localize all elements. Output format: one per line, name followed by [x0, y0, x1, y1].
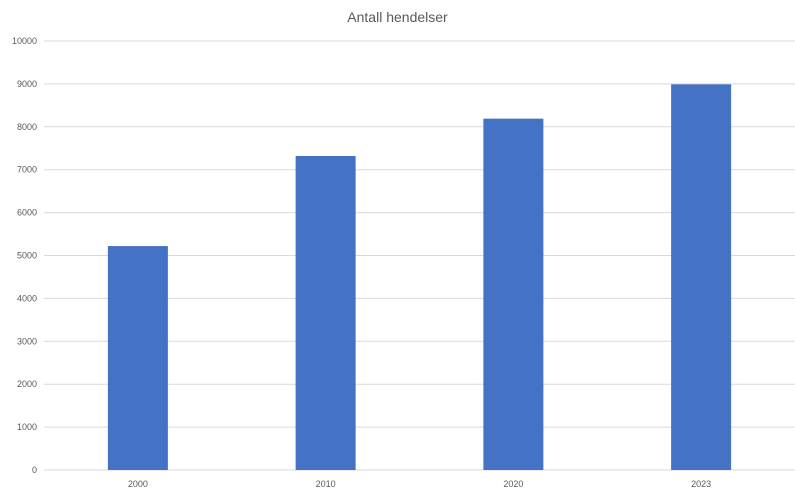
y-tick-label: 0 [32, 465, 37, 475]
chart-title: Antall hendelser [347, 9, 448, 25]
y-tick-label: 9000 [17, 79, 37, 89]
y-tick-label: 2000 [17, 379, 37, 389]
y-tick-label: 6000 [17, 208, 37, 218]
gridlines [44, 40, 795, 471]
y-tick-label: 10000 [12, 36, 37, 46]
bar-2023 [671, 84, 732, 470]
y-tick-label: 7000 [17, 165, 37, 175]
y-axis-ticks: 0 1000 2000 3000 4000 5000 6000 7000 8000 9000 100… [12, 36, 37, 475]
x-tick-label: 2023 [691, 479, 711, 489]
bars [107, 84, 732, 471]
x-tick-label: 2000 [128, 479, 148, 489]
y-tick-label: 8000 [17, 122, 37, 132]
bar-2010 [295, 155, 356, 471]
y-tick-label: 5000 [17, 251, 37, 261]
y-tick-label: 1000 [17, 422, 37, 432]
x-axis-ticks: 2000 2010 2020 2023 [128, 479, 711, 489]
x-tick-label: 2020 [503, 479, 523, 489]
bar-2000 [107, 246, 168, 470]
bar-2020 [483, 118, 544, 471]
y-tick-label: 3000 [17, 336, 37, 346]
x-tick-label: 2010 [316, 479, 336, 489]
y-tick-label: 4000 [17, 293, 37, 303]
